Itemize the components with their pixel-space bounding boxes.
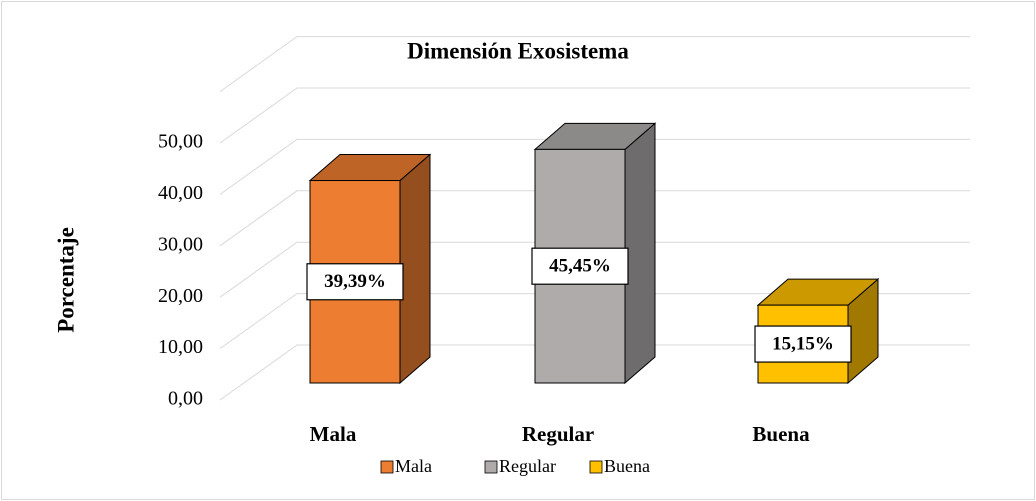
y-tick-label: 50,00 — [158, 131, 203, 153]
grid-line — [219, 138, 970, 195]
y-tick-label: 40,00 — [158, 182, 203, 204]
legend-label: Mala — [395, 456, 432, 476]
y-tick-label: 10,00 — [158, 336, 203, 358]
value-label-box — [306, 263, 404, 301]
x-tick-label: Regular — [522, 422, 594, 446]
legend-label: Regular — [499, 456, 556, 476]
value-label: 15,15% — [772, 333, 834, 354]
chart-title: Dimensión Exosistema — [407, 38, 629, 63]
grid-line — [219, 293, 970, 350]
legend-swatch — [484, 460, 498, 474]
value-label-box — [754, 325, 852, 363]
value-label-box — [531, 247, 629, 285]
y-tick-label: 20,00 — [158, 285, 203, 307]
bar-side — [624, 122, 656, 385]
grid-line — [219, 190, 970, 247]
grid-line — [219, 241, 970, 298]
value-label: 45,45% — [549, 256, 611, 277]
value-label: 39,39% — [324, 271, 386, 292]
y-tick-label: 30,00 — [158, 233, 203, 255]
x-tick-label: Mala — [310, 422, 357, 446]
legend-label: Buena — [604, 456, 650, 476]
plot-frame — [219, 36, 970, 93]
legend-swatch — [589, 460, 603, 474]
bar-side — [399, 153, 431, 385]
y-tick-label: 0,00 — [168, 388, 203, 410]
grid-line — [219, 344, 970, 401]
x-tick-label: Buena — [752, 422, 810, 446]
grid-line — [219, 87, 970, 144]
legend-swatch — [380, 460, 394, 474]
y-axis-title: Porcentaje — [53, 227, 78, 333]
